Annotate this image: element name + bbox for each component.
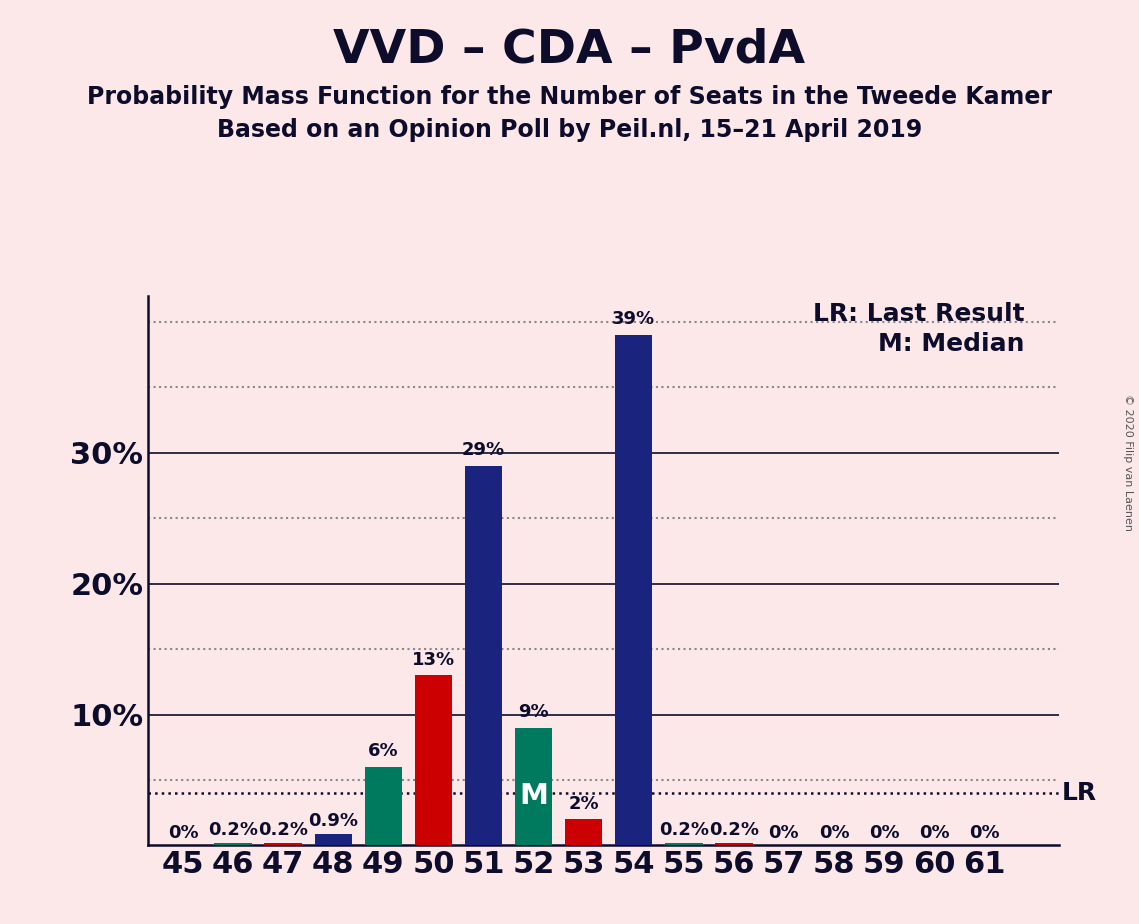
Text: 39%: 39% [612, 310, 655, 328]
Text: M: Median: M: Median [878, 333, 1024, 357]
Bar [565, 820, 603, 845]
Text: 9%: 9% [518, 703, 549, 721]
Bar [264, 843, 302, 845]
Text: 6%: 6% [368, 742, 399, 760]
Text: 0%: 0% [769, 823, 800, 842]
Text: 29%: 29% [462, 442, 505, 459]
Text: 0%: 0% [919, 823, 950, 842]
Bar [665, 843, 703, 845]
Text: VVD – CDA – PvdA: VVD – CDA – PvdA [334, 28, 805, 73]
Text: LR: Last Result: LR: Last Result [812, 302, 1024, 326]
Bar [465, 466, 502, 845]
Text: 0%: 0% [869, 823, 900, 842]
Bar [214, 843, 252, 845]
Text: M: M [519, 782, 548, 810]
Text: 0.2%: 0.2% [208, 821, 259, 839]
Text: 0.9%: 0.9% [309, 812, 359, 830]
Bar [715, 843, 753, 845]
Text: Probability Mass Function for the Number of Seats in the Tweede Kamer: Probability Mass Function for the Number… [87, 85, 1052, 109]
Bar [364, 767, 402, 845]
Text: 0%: 0% [167, 823, 198, 842]
Text: 0.2%: 0.2% [658, 821, 708, 839]
Text: Based on an Opinion Poll by Peil.nl, 15–21 April 2019: Based on an Opinion Poll by Peil.nl, 15–… [216, 118, 923, 142]
Text: 2%: 2% [568, 795, 599, 813]
Text: 0.2%: 0.2% [708, 821, 759, 839]
Bar [314, 833, 352, 845]
Text: LR: LR [1062, 781, 1097, 805]
Text: © 2020 Filip van Laenen: © 2020 Filip van Laenen [1123, 394, 1132, 530]
Text: 13%: 13% [412, 650, 454, 669]
Bar [415, 675, 452, 845]
Bar [515, 728, 552, 845]
Text: 0%: 0% [969, 823, 1000, 842]
Text: 0.2%: 0.2% [259, 821, 309, 839]
Text: 0%: 0% [819, 823, 850, 842]
Bar [615, 335, 653, 845]
